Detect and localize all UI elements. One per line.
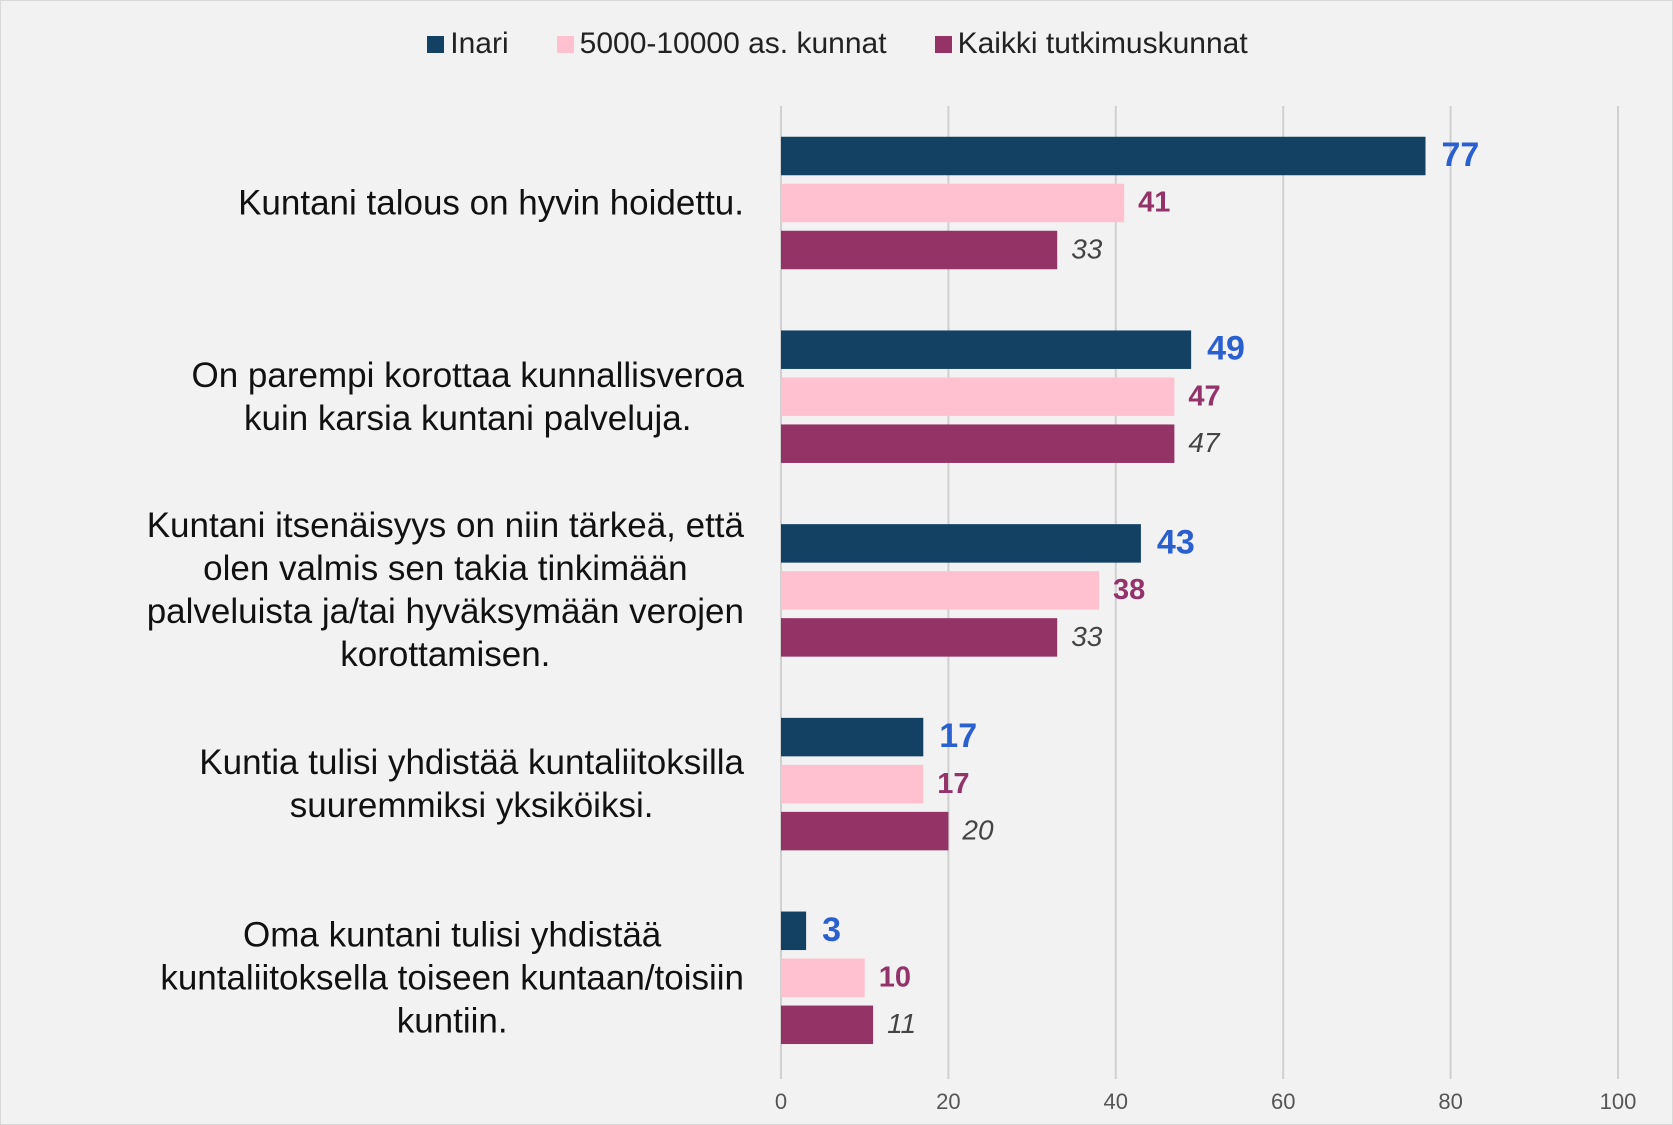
legend-item: 5000-10000 as. kunnat: [556, 27, 887, 61]
value-label: 10: [879, 961, 911, 993]
bar: [781, 424, 1175, 463]
bar: [781, 230, 1058, 270]
legend: Inari 5000-10000 as. kunnat Kaikki tutkimu…: [1, 27, 1672, 61]
bar: [781, 571, 1100, 610]
legend-label: 5000-10000 as. kunnat: [579, 27, 887, 60]
bar: [781, 618, 1058, 657]
value-label: 33: [1071, 233, 1103, 264]
legend-item: Inari: [427, 27, 509, 61]
value-label: 77: [1441, 136, 1479, 174]
x-tick-label: 60: [1271, 1089, 1295, 1114]
bar: [781, 377, 1175, 416]
bar: [781, 330, 1192, 369]
category-label: Kuntani talous on hyvin hoidettu.: [238, 183, 744, 223]
value-label: 17: [937, 768, 969, 800]
category-label: Oma kuntani tulisi yhdistää kuntaliitoks…: [160, 915, 744, 1041]
value-label: 33: [1071, 621, 1103, 652]
value-label: 47: [1188, 427, 1221, 458]
value-label: 49: [1207, 330, 1245, 368]
x-tick-label: 100: [1600, 1089, 1637, 1114]
value-label: 43: [1157, 523, 1195, 561]
legend-swatch: [556, 35, 574, 53]
bar: [781, 136, 1426, 176]
x-tick-label: 80: [1438, 1089, 1462, 1114]
x-tick-label: 0: [775, 1089, 787, 1114]
bar: [781, 717, 924, 757]
category-label: On parempi korottaa kunnallisveroa kuin …: [191, 355, 744, 438]
value-label: 41: [1138, 187, 1170, 219]
bar: [781, 911, 807, 951]
x-tick-label: 20: [936, 1089, 960, 1114]
bar: [781, 811, 949, 851]
legend-swatch: [427, 35, 445, 53]
value-label: 3: [822, 911, 841, 949]
category-label: Kuntani itsenäisyys on niin tärkeä, että…: [146, 506, 744, 675]
x-tick-label: 40: [1104, 1089, 1128, 1114]
legend-label: Kaikki tutkimuskunnat: [957, 27, 1248, 60]
bar: [781, 524, 1141, 563]
bar: [781, 1005, 874, 1045]
bar: [781, 958, 865, 998]
value-label: 17: [939, 717, 977, 755]
legend-label: Inari: [450, 27, 509, 60]
legend-item: Kaikki tutkimuskunnat: [934, 27, 1248, 61]
value-label: 11: [887, 1008, 916, 1039]
bar: [781, 183, 1125, 223]
value-label: 20: [961, 814, 994, 845]
value-label: 47: [1188, 380, 1220, 412]
value-label: 38: [1113, 574, 1145, 606]
category-label: Kuntia tulisi yhdistää kuntaliitoksilla …: [199, 743, 744, 826]
bar: [781, 764, 924, 804]
legend-swatch: [934, 35, 952, 53]
